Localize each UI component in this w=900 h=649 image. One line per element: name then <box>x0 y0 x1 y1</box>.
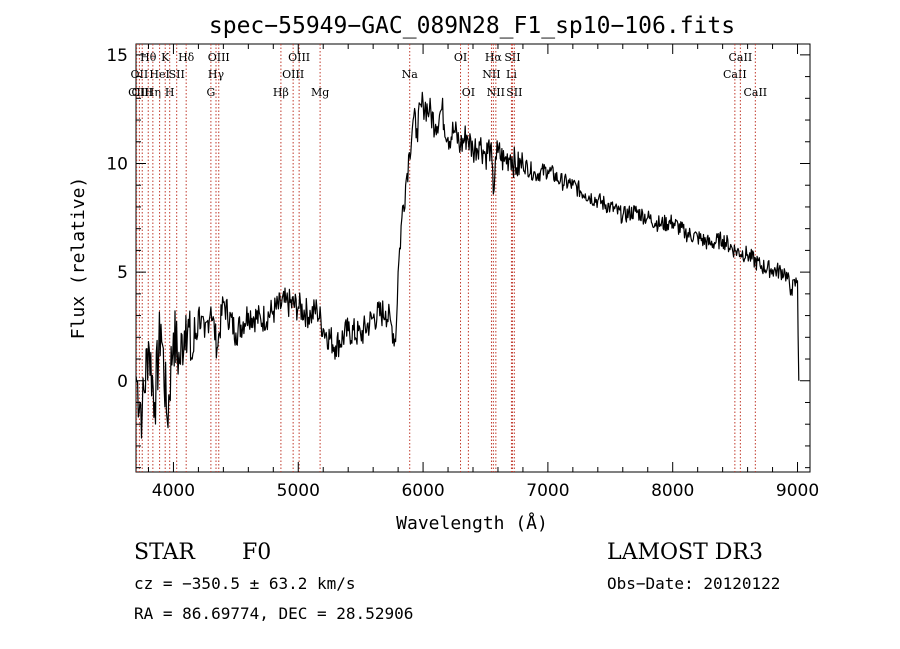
line-marker-label: CIII <box>132 86 153 99</box>
line-marker-label: Hγ <box>208 68 225 81</box>
line-marker-label: HeI <box>149 68 169 81</box>
x-tick-label: 6000 <box>401 481 444 501</box>
obs-date: Obs−Date: 20120122 <box>607 574 781 593</box>
object-class: STAR <box>134 540 195 565</box>
x-tick-label: 8000 <box>651 481 694 501</box>
x-tick-label: 9000 <box>776 481 819 501</box>
line-marker-label: OIII <box>282 68 304 81</box>
line-marker-label: Li <box>506 68 517 81</box>
line-marker-label: NII <box>482 68 500 81</box>
line-marker-label: OII <box>131 68 149 81</box>
line-marker-label: Hα <box>485 51 503 64</box>
line-marker-label: K <box>161 51 170 64</box>
x-axis-label: Wavelength (Å) <box>396 512 548 534</box>
x-tick-label: 4000 <box>152 481 195 501</box>
line-marker-label: NII <box>487 86 505 99</box>
axis-ticks: 4000 5000 6000 7000 8000 9000 0 5 10 15 <box>106 44 819 501</box>
line-marker-label: Hβ <box>273 86 289 99</box>
x-tick-label: 7000 <box>526 481 569 501</box>
line-marker-label: OIII <box>208 51 230 64</box>
ra-dec: RA = 86.69774, DEC = 28.52906 <box>134 604 414 623</box>
redshift-cz: cz = −350.5 ± 63.2 km/s <box>134 574 356 593</box>
object-subclass: F0 <box>242 540 272 565</box>
y-tick-label: 5 <box>117 263 128 283</box>
chart-title: spec−55949−GAC_089N28_F1_sp10−106.fits <box>209 13 735 39</box>
line-marker-label: H <box>165 86 175 99</box>
y-axis-label: Flux (relative) <box>68 177 89 340</box>
line-marker-label: Hθ <box>140 51 157 64</box>
line-marker-label: Hδ <box>178 51 195 64</box>
line-marker-label: SII <box>504 51 520 64</box>
line-marker-label: CaII <box>743 86 767 99</box>
survey-name: LAMOST DR3 <box>607 540 763 565</box>
line-marker-label: Hη <box>145 86 161 99</box>
line-marker-label: Na <box>402 68 419 81</box>
y-tick-label: 0 <box>117 372 128 392</box>
line-marker-label: CaII <box>723 68 747 81</box>
line-marker-label: SII <box>506 86 522 99</box>
plot-frame <box>135 43 811 473</box>
line-marker-label: OIII <box>288 51 310 64</box>
x-tick-label: 5000 <box>277 481 320 501</box>
line-marker-label: G <box>206 86 215 99</box>
spectrum-series-line <box>135 91 800 439</box>
line-marker-label: OI <box>462 86 475 99</box>
line-marker-label: SII <box>169 68 185 81</box>
line-marker-label: CII <box>128 86 145 99</box>
line-marker-label: CaII <box>729 51 753 64</box>
emission-line-markers: CII OII CIII Hθ Hη HeI K H SII Hδ G Hγ OIII Hβ OIII OII… <box>128 44 767 472</box>
line-marker-label: OI <box>454 51 467 64</box>
y-tick-label: 15 <box>106 46 128 66</box>
line-marker-label: Mg <box>311 86 329 99</box>
y-tick-label: 10 <box>106 154 128 174</box>
